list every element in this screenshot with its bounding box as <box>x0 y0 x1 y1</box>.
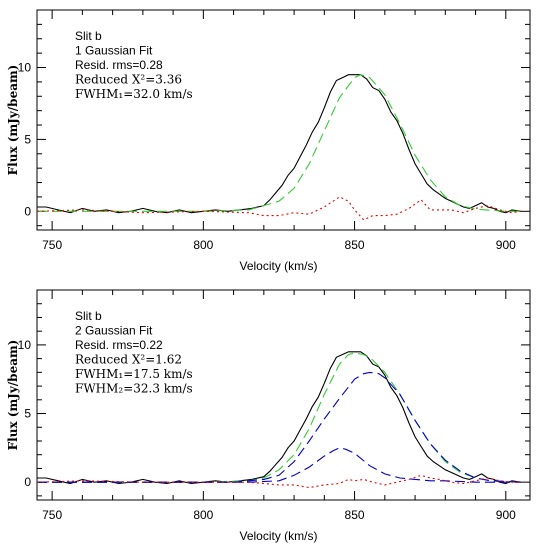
x-tick-label: 900 <box>496 508 516 522</box>
annotation-line: Slit b <box>75 29 102 43</box>
y-tick-label: 0 <box>24 475 31 489</box>
x-tick-label: 750 <box>42 238 62 252</box>
chart-panel-1: 750 800 850 900 0 5 10 Velocity (km/s) Flux (mJy… <box>6 9 531 273</box>
y-tick-label: 0 <box>24 204 31 218</box>
annotation-line: Slit b <box>75 309 102 323</box>
y-tick-label: 10 <box>18 61 32 75</box>
annotation-line: 1 Gaussian Fit <box>75 44 153 58</box>
annotation-line: 2 Gaussian Fit <box>75 324 153 338</box>
annotation-line: Resid. rms=0.22 <box>75 338 163 352</box>
x-tick-label: 850 <box>345 508 365 522</box>
y-axis-title: Flux (mJy/beam) <box>6 65 20 176</box>
x-tick-label: 900 <box>496 238 516 252</box>
annotation-line: Reduced X²=3.36 <box>75 73 182 87</box>
y-axis-title: Flux (mJy/beam) <box>6 340 20 451</box>
y-tick-label: 5 <box>24 132 31 146</box>
annotation-line: FWHM₁=32.0 km/s <box>75 87 193 101</box>
x-tick-label: 800 <box>193 238 213 252</box>
annotation-line: FWHM₂=32.3 km/s <box>75 382 193 396</box>
series-gaussian-fit <box>37 74 521 212</box>
plot-frame <box>36 9 531 231</box>
series-component-broad <box>37 371 521 483</box>
chart-panel-2: 750 800 850 900 0 5 10 Velocity (km/s) Flux (mJy… <box>6 289 531 543</box>
series-total-fit <box>37 352 521 483</box>
x-axis-title: Velocity (km/s) <box>239 529 317 543</box>
y-tick-label: 5 <box>24 407 31 421</box>
y-tick-label: 10 <box>18 338 32 352</box>
x-tick-label: 800 <box>193 508 213 522</box>
x-axis-title: Velocity (km/s) <box>239 259 317 273</box>
x-tick-label: 750 <box>42 508 62 522</box>
x-tick-label: 850 <box>345 238 365 252</box>
annotation-line: Resid. rms=0.28 <box>75 58 163 72</box>
annotation-line: Reduced X²=1.62 <box>75 353 182 367</box>
plot-frame <box>36 289 531 501</box>
annotation-line: FWHM₁=17.5 km/s <box>75 367 193 381</box>
series-component-narrow <box>37 447 521 483</box>
